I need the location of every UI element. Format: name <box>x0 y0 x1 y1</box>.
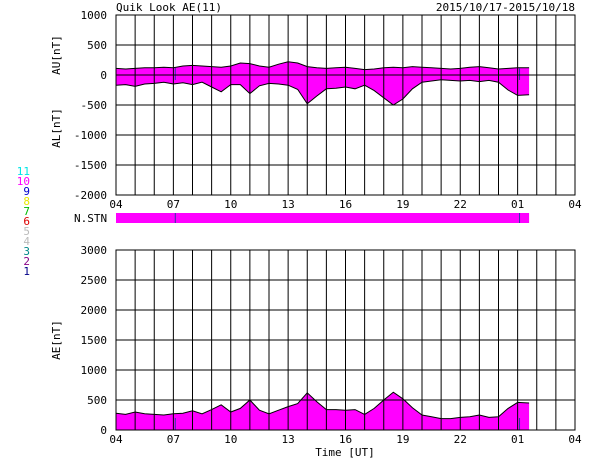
station-legend-item: 2 <box>23 255 30 268</box>
au-al-x-tick-label: 04 <box>109 198 123 211</box>
au-al-x-ticks: 04 07 10 13 16 19 22 01 04 <box>109 198 582 211</box>
station-legend-item: 1 <box>23 265 30 278</box>
au-al-x-tick-label: 04 <box>568 198 582 211</box>
ae-y-tick-label: 2000 <box>81 304 108 317</box>
au-al-frame <box>115 14 576 196</box>
time-axis-label: Time [UT] <box>315 446 375 459</box>
ae-y-tick-label: 1000 <box>81 364 108 377</box>
station-legend-item: 9 <box>23 185 30 198</box>
station-legend-item: 8 <box>23 195 30 208</box>
au-al-x-tick-label: 16 <box>339 198 352 211</box>
ae-x-tick-label: 04 <box>568 433 582 446</box>
ae-y-tick-label: 3000 <box>81 244 108 257</box>
au-al-x-tick-label: 13 <box>282 198 295 211</box>
au-axis-label: AU[nT] <box>50 35 63 75</box>
au-al-y-tick-label: -500 <box>81 99 108 112</box>
ae-x-tick-label: 22 <box>454 433 467 446</box>
station-legend-item: 10 <box>17 175 30 188</box>
station-legend-item: 11 <box>17 165 30 178</box>
au-al-fill <box>115 61 575 106</box>
ae-x-tick-label: 19 <box>396 433 409 446</box>
date-range: 2015/10/17-2015/10/18 <box>436 1 575 14</box>
ae-y-tick-label: 1500 <box>81 334 108 347</box>
station-count-rect <box>116 213 530 223</box>
ae-grid <box>116 250 575 430</box>
ae-y-tick-label: 0 <box>100 424 107 437</box>
au-al-band <box>116 61 530 105</box>
station-legend-item: 6 <box>23 215 30 228</box>
ae-y-tick-label: 2500 <box>81 274 108 287</box>
al-series-line <box>115 79 530 106</box>
ae-x-tick-label: 16 <box>339 433 352 446</box>
au-al-y-ticks: 1000 500 0 -500 -1000 -1500 -2000 <box>74 9 107 202</box>
ae-series-line <box>115 391 530 420</box>
ae-x-tick-label: 13 <box>282 433 295 446</box>
au-al-y-tick-label: 500 <box>87 39 107 52</box>
au-al-x-tick-label: 19 <box>396 198 409 211</box>
station-count-label: N.STN <box>74 212 107 225</box>
au-al-y-tick-label: -1500 <box>74 159 107 172</box>
ae-x-tick-label: 01 <box>511 433 524 446</box>
ae-y-tick-label: 500 <box>87 394 107 407</box>
ae-x-ticks: 04 07 10 13 16 19 22 01 04 <box>109 433 582 446</box>
ae-fill <box>115 391 530 430</box>
ae-area <box>116 392 530 430</box>
au-al-grid <box>116 15 575 195</box>
au-al-x-tick-label: 01 <box>511 198 524 211</box>
station-count-fill <box>116 213 530 223</box>
station-legend-item: 7 <box>23 205 30 218</box>
au-series-line <box>115 61 530 71</box>
ae-x-tick-label: 10 <box>224 433 237 446</box>
station-legend-item: 4 <box>23 235 30 248</box>
al-axis-label: AL[nT] <box>50 108 63 148</box>
au-al-y-tick-label: 0 <box>100 69 107 82</box>
chart-title: Quik Look AE(11) <box>116 1 222 14</box>
station-legend-item: 3 <box>23 245 30 258</box>
au-al-y-tick-label: -2000 <box>74 189 107 202</box>
au-al-panel: 1000 500 0 -500 -1000 -1500 -2000 04 07 10 13 16 19… <box>50 9 582 211</box>
station-count-bar: N.STN <box>74 212 530 225</box>
au-al-x-tick-label: 10 <box>224 198 237 211</box>
au-al-x-tick-label: 22 <box>454 198 467 211</box>
station-legend-item: 5 <box>23 225 30 238</box>
au-al-y-tick-label: 1000 <box>81 9 108 22</box>
au-al-y-tick-label: -1000 <box>74 129 107 142</box>
ae-y-ticks: 3000 2500 2000 1500 1000 500 0 <box>81 244 108 437</box>
ae-frame <box>115 249 576 431</box>
ae-x-tick-label: 04 <box>109 433 123 446</box>
ae-axis-label: AE[nT] <box>50 320 63 360</box>
au-al-x-tick-label: 07 <box>167 198 180 211</box>
ae-x-tick-label: 07 <box>167 433 180 446</box>
